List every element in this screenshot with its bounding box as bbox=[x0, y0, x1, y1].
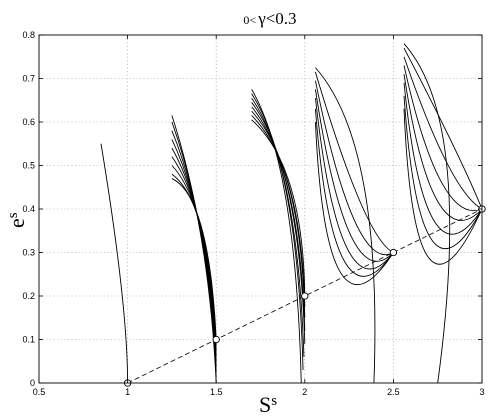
series-curve bbox=[403, 65, 483, 212]
series-curve bbox=[251, 110, 306, 318]
y-tick-label: 0.4 bbox=[22, 204, 35, 214]
x-tick-label: 2.5 bbox=[387, 387, 400, 397]
chart-title-prefix: 0< bbox=[243, 13, 256, 27]
x-tick-label: 0.5 bbox=[33, 387, 46, 397]
x-axis-label-base: S bbox=[259, 392, 271, 417]
series-curve bbox=[403, 74, 483, 221]
series-curve bbox=[403, 43, 451, 384]
x-tick-label: 3 bbox=[479, 387, 484, 397]
series-curve bbox=[315, 71, 394, 253]
series-curve bbox=[403, 47, 483, 210]
ticks: 0.5 1 1.5 2 2.5 3 0 0.1 0.2 0.3 0.4 0.5 0.6 0.7 0.8 bbox=[22, 30, 484, 397]
y-axis-label-sup: s bbox=[5, 212, 21, 218]
series-curve bbox=[314, 89, 394, 262]
series-curve bbox=[403, 95, 483, 250]
y-tick-label: 0.3 bbox=[22, 248, 35, 258]
x-axis-label-sup: s bbox=[271, 393, 277, 409]
y-tick-label: 0.2 bbox=[22, 291, 35, 301]
series-curve bbox=[314, 121, 394, 285]
data-marker bbox=[301, 292, 309, 300]
y-tick-label: 0.1 bbox=[22, 335, 35, 345]
series-curve bbox=[314, 108, 394, 277]
reference-line bbox=[127, 208, 483, 384]
data-marker bbox=[212, 335, 220, 344]
series-curve bbox=[251, 119, 306, 297]
series-curve bbox=[171, 178, 217, 340]
series-curve bbox=[314, 80, 394, 255]
y-axis-label-base: e bbox=[4, 218, 29, 228]
y-tick-label: 0 bbox=[30, 378, 35, 388]
chart-title-symbol: γ<0.3 bbox=[257, 9, 296, 28]
series-curve bbox=[314, 98, 394, 270]
series-curve bbox=[251, 97, 305, 357]
series-curve bbox=[251, 93, 304, 370]
series-curve bbox=[403, 82, 483, 235]
series-curve bbox=[100, 143, 129, 384]
x-tick-label: 2 bbox=[302, 387, 307, 397]
data-marker bbox=[389, 248, 398, 257]
series-curve bbox=[315, 67, 376, 384]
curves bbox=[100, 43, 483, 384]
reference-line-group bbox=[127, 208, 483, 384]
series-curve bbox=[251, 102, 306, 344]
x-axis-label: Ss bbox=[259, 392, 277, 417]
series-curve bbox=[251, 115, 306, 307]
series-curve bbox=[251, 89, 302, 384]
y-tick-label: 0.8 bbox=[22, 30, 35, 40]
series-curve bbox=[403, 56, 483, 210]
chart-title: 0< γ<0.3 bbox=[243, 9, 296, 28]
series-curve bbox=[403, 108, 483, 265]
series-curve bbox=[251, 106, 306, 331]
x-tick-label: 1.5 bbox=[210, 387, 223, 397]
y-tick-label: 0.6 bbox=[22, 117, 35, 127]
grid bbox=[39, 35, 482, 383]
y-tick-label: 0.5 bbox=[22, 161, 35, 171]
y-tick-label: 0.7 bbox=[22, 74, 35, 84]
x-tick-label: 1 bbox=[125, 387, 130, 397]
y-axis-label: es bbox=[4, 212, 29, 228]
